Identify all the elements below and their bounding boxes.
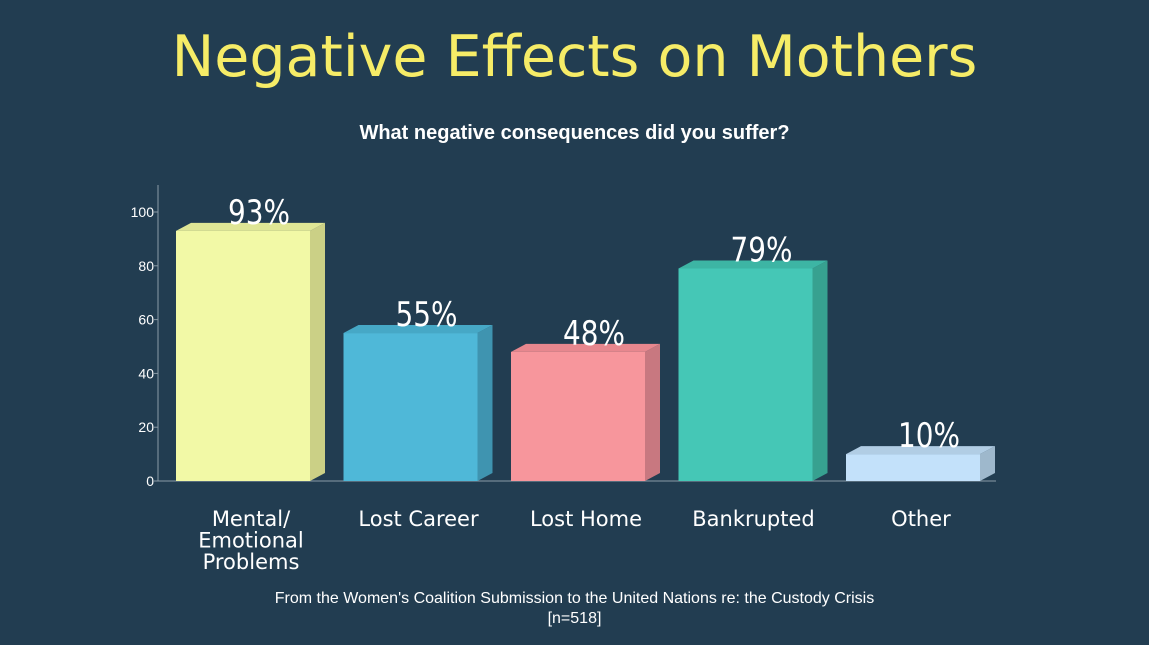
y-tick-label: 40 — [138, 365, 154, 381]
bar-top — [846, 446, 995, 455]
bar-side — [812, 260, 828, 481]
category-label: Lost Career — [358, 507, 479, 531]
category-label: Other — [891, 507, 951, 531]
category-label: Bankrupted — [692, 507, 815, 531]
data-label: 93% — [228, 193, 290, 232]
bar-top — [511, 343, 660, 352]
data-label: 10% — [898, 416, 960, 455]
source-line: From the Women's Coalition Submission to… — [274, 590, 875, 607]
source-note: From the Women's Coalition Submission to… — [0, 589, 1149, 629]
bar-top — [678, 260, 828, 269]
y-tick-label: 20 — [138, 419, 154, 435]
category-label: Emotional — [198, 529, 304, 553]
bar-top — [176, 222, 325, 231]
data-label: 55% — [396, 295, 458, 334]
bar — [343, 333, 478, 481]
bar-side — [310, 222, 325, 481]
bar-side — [477, 325, 493, 481]
bar — [176, 230, 310, 481]
chart-bars — [176, 222, 995, 481]
bar — [846, 454, 980, 481]
category-label: Mental/ — [212, 507, 291, 531]
bar-side — [645, 343, 660, 481]
data-label: 48% — [563, 314, 625, 353]
data-label: 79% — [731, 231, 793, 270]
chart-subtitle: What negative consequences did you suffe… — [359, 122, 790, 144]
bar — [511, 351, 645, 481]
chart-title: Negative Effects on Mothers — [171, 24, 978, 90]
bar-side — [980, 446, 995, 481]
y-tick-label: 80 — [138, 258, 154, 274]
y-tick-label: 0 — [146, 473, 154, 489]
sample-size: [n=518] — [547, 610, 602, 627]
bar — [678, 268, 813, 481]
bar-top — [343, 325, 493, 334]
y-tick-label: 100 — [131, 204, 155, 220]
y-tick-label: 60 — [138, 312, 154, 328]
category-label: Problems — [203, 550, 300, 574]
category-label: Lost Home — [530, 507, 642, 531]
